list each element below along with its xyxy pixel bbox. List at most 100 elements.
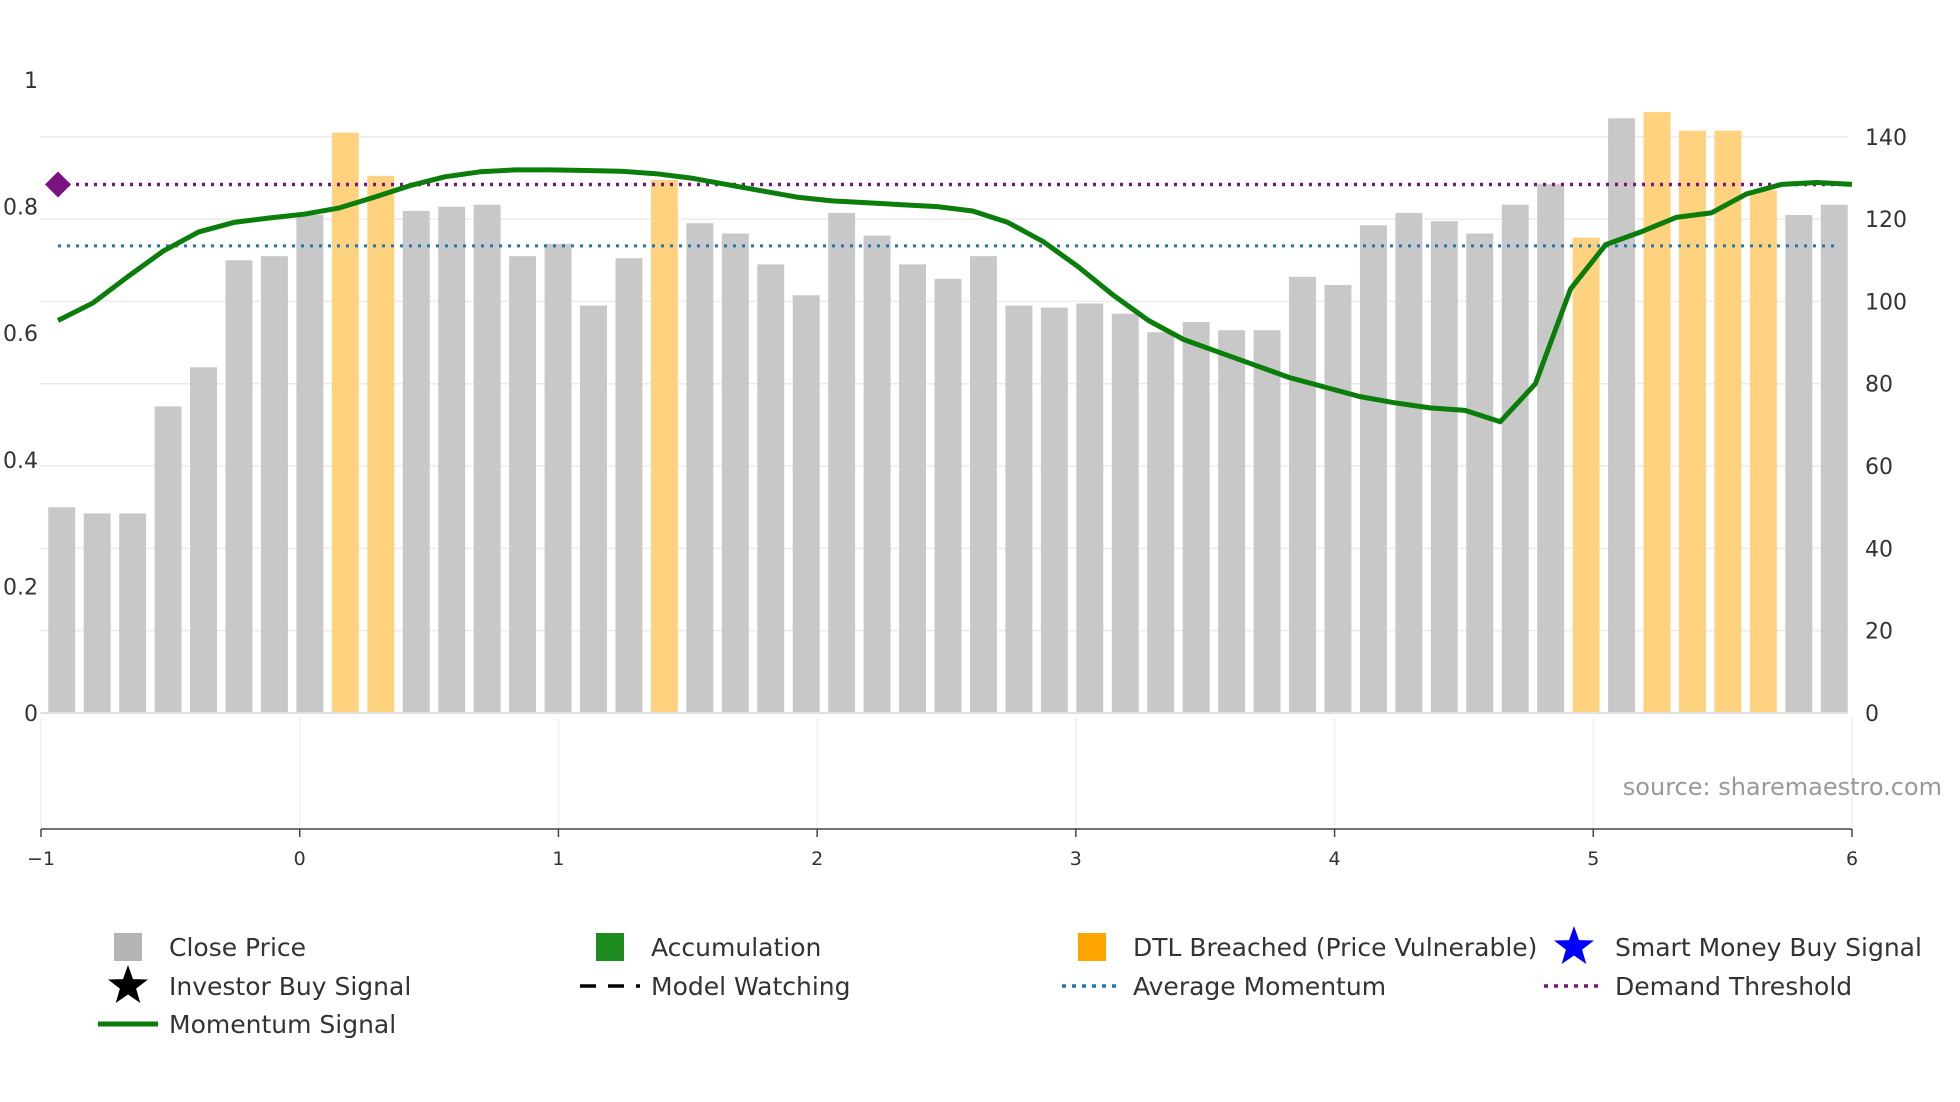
axes: 0 0.2 0.4 0.6 0.8 1 0 20 40 60 80 100 120 140 −1 0 1 2 3 4 5… xyxy=(3,69,1907,870)
bar-close-price xyxy=(296,214,324,713)
legend-item: Average Momentum xyxy=(1062,972,1386,1001)
x-axis-tick-label: 4 xyxy=(1329,848,1341,870)
bar-close-price xyxy=(615,258,643,713)
bar-dtl-breached xyxy=(331,132,359,714)
right-axis-tick-label: 20 xyxy=(1865,620,1893,645)
bar-close-price xyxy=(1253,330,1281,713)
bar-close-price xyxy=(863,235,891,713)
right-axis-tick-label: 0 xyxy=(1865,702,1879,727)
bar-close-price xyxy=(1111,313,1139,713)
bar-close-price xyxy=(969,256,997,713)
bar-close-price xyxy=(899,264,927,713)
price-bars xyxy=(48,112,1848,714)
bar-close-price xyxy=(828,212,856,713)
source-watermark: source: sharemaestro.com xyxy=(1623,773,1942,801)
legend-label: DTL Breached (Price Vulnerable) xyxy=(1133,933,1537,962)
bar-close-price xyxy=(757,264,785,713)
x-axis-tick-label: 2 xyxy=(811,848,823,870)
bar-close-price xyxy=(1289,276,1316,713)
bar-close-price xyxy=(48,507,76,713)
bar-dtl-breached xyxy=(367,175,395,714)
x-axis-tick-label: 6 xyxy=(1846,848,1858,870)
bar-close-price xyxy=(438,206,466,713)
bar-dtl-breached xyxy=(1678,130,1706,713)
x-axis-tick-label: 3 xyxy=(1070,848,1082,870)
bar-close-price xyxy=(83,513,111,713)
bar-close-price xyxy=(1324,284,1352,713)
legend: Close Price Accumulation DTL Breached (Pri… xyxy=(98,926,1922,1039)
bar-close-price xyxy=(190,367,218,713)
bar-close-price xyxy=(509,256,537,713)
bar-close-price xyxy=(402,210,430,713)
right-axis-tick-label: 80 xyxy=(1865,373,1893,398)
legend-label: Smart Money Buy Signal xyxy=(1615,933,1922,962)
left-axis-tick-label: 0.2 xyxy=(3,575,38,600)
bar-close-price xyxy=(1076,303,1104,713)
bar-dtl-breached xyxy=(1643,112,1671,714)
legend-star-icon xyxy=(1554,926,1594,964)
bar-close-price xyxy=(1466,233,1494,713)
legend-item: Close Price xyxy=(114,933,306,962)
right-axis-tick-label: 100 xyxy=(1865,290,1907,315)
legend-item: Investor Buy Signal xyxy=(108,965,411,1003)
bar-close-price xyxy=(721,233,749,713)
bar-dtl-breached xyxy=(650,180,678,714)
bar-close-price xyxy=(934,278,962,713)
bar-close-price xyxy=(154,406,182,713)
bar-close-price xyxy=(1785,214,1813,713)
bar-close-price xyxy=(580,305,607,713)
legend-square-icon xyxy=(114,933,142,961)
bar-close-price xyxy=(1820,204,1848,713)
left-axis-tick-label: 0.4 xyxy=(3,449,38,474)
legend-square-icon xyxy=(596,933,624,961)
x-axis-tick-label: 0 xyxy=(294,848,306,870)
bar-close-price xyxy=(1430,221,1458,713)
legend-label: Demand Threshold xyxy=(1615,972,1852,1001)
bar-close-price xyxy=(1395,212,1423,713)
bar-close-price xyxy=(260,256,288,713)
x-axis-tick-label: 5 xyxy=(1587,848,1599,870)
bar-close-price xyxy=(1608,118,1636,714)
legend-item: Smart Money Buy Signal xyxy=(1554,926,1922,964)
bar-close-price xyxy=(1537,184,1565,714)
x-axis-tick-label: 1 xyxy=(552,848,564,870)
bar-close-price xyxy=(686,223,714,713)
bar-dtl-breached xyxy=(1749,190,1777,713)
bar-close-price xyxy=(1040,307,1068,713)
legend-item: Demand Threshold xyxy=(1544,972,1852,1001)
signal-lines xyxy=(45,167,1853,425)
bar-close-price xyxy=(1182,322,1210,713)
bar-close-price xyxy=(473,204,501,713)
legend-star-icon xyxy=(108,965,148,1003)
bar-close-price xyxy=(225,260,253,713)
bar-dtl-breached xyxy=(1572,237,1600,714)
left-axis-tick-label: 1 xyxy=(24,69,38,94)
legend-item: Accumulation xyxy=(596,933,821,962)
legend-item: Model Watching xyxy=(580,972,851,1001)
momentum-signal-line xyxy=(56,167,1853,425)
bar-close-price xyxy=(1501,204,1529,713)
bar-close-price xyxy=(544,243,572,713)
bar-dtl-breached xyxy=(1714,130,1742,713)
bar-close-price xyxy=(1147,332,1175,713)
right-axis-tick-label: 60 xyxy=(1865,455,1893,480)
legend-square-icon xyxy=(1078,933,1106,961)
bar-close-price xyxy=(119,513,147,713)
right-axis-tick-label: 140 xyxy=(1865,126,1907,151)
left-axis-tick-label: 0.6 xyxy=(3,322,38,347)
legend-label: Momentum Signal xyxy=(169,1010,396,1039)
left-axis-tick-label: 0 xyxy=(24,702,38,727)
legend-label: Model Watching xyxy=(651,972,851,1001)
legend-label: Close Price xyxy=(169,933,306,962)
x-axis-tick-label: −1 xyxy=(27,848,55,870)
legend-label: Average Momentum xyxy=(1133,972,1386,1001)
right-axis-tick-label: 120 xyxy=(1865,208,1907,233)
bar-close-price xyxy=(1005,305,1033,713)
bar-close-price xyxy=(792,295,820,713)
bar-close-price xyxy=(1218,330,1246,713)
demand-threshold-marker xyxy=(45,171,71,198)
legend-label: Accumulation xyxy=(651,933,821,962)
bar-close-price xyxy=(1359,225,1387,713)
left-axis-tick-label: 0.8 xyxy=(3,196,38,221)
